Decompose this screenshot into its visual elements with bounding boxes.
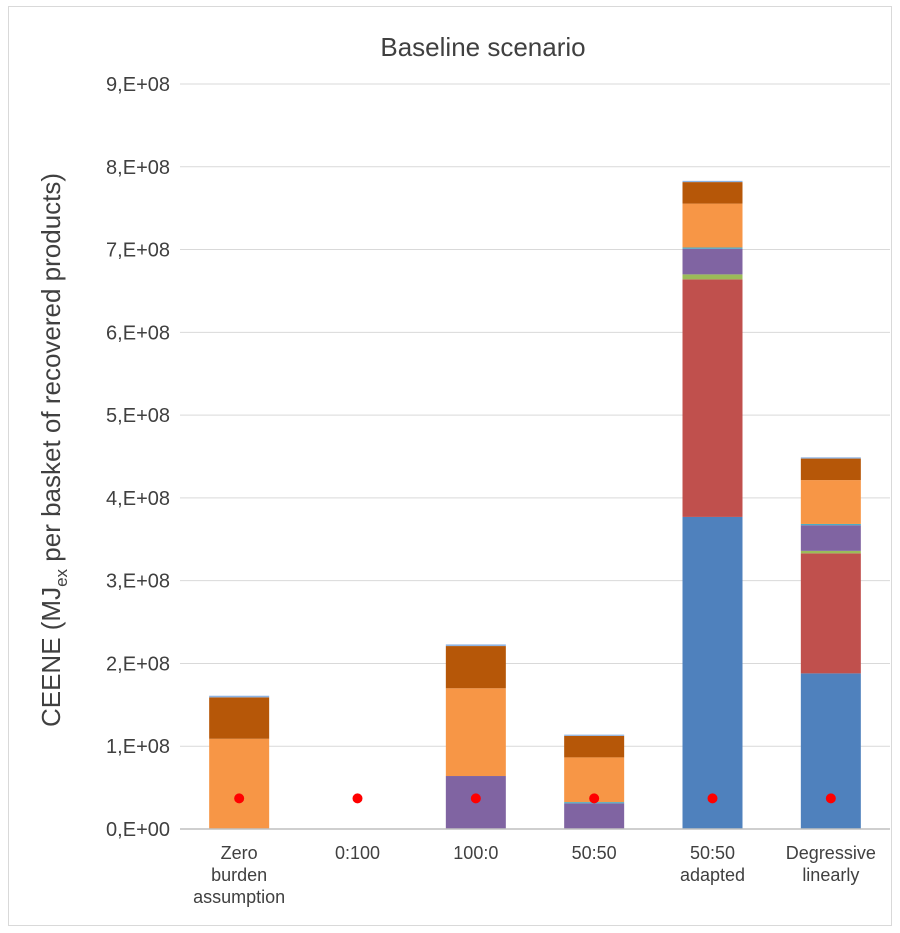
x-tick-label: 100:0: [453, 843, 498, 863]
bar-segment: [564, 735, 625, 758]
y-tick-label: 8,E+08: [106, 157, 170, 179]
marker-point: [470, 793, 481, 804]
bar-segment: [209, 697, 270, 739]
y-tick-label: 4,E+08: [106, 488, 170, 510]
chart-title: Baseline scenario: [380, 32, 585, 62]
y-tick-label: 1,E+08: [106, 736, 170, 758]
x-tick-label: 50:50 adapted: [680, 843, 745, 885]
marker-point: [352, 793, 363, 804]
x-tick-label-line: 50:50: [690, 843, 735, 863]
y-axis: 0,E+00 1,E+08 2,E+08 3,E+08 4,E+08 5,E+08 6,E+…: [106, 74, 170, 841]
bar-segment: [800, 673, 861, 829]
bar-segment: [800, 523, 861, 526]
bar-segment: [800, 458, 861, 481]
bar-segment: [682, 274, 743, 280]
x-tick-label-line: Zero: [221, 843, 258, 863]
bar-segment: [564, 803, 625, 829]
marker-point: [589, 793, 600, 804]
bar-segment: [445, 644, 506, 647]
y-tick-label: 9,E+08: [106, 74, 170, 96]
bar-segment: [682, 516, 743, 829]
markers: [234, 793, 836, 804]
x-tick-label: 0:100: [335, 843, 380, 863]
y-axis-label-main: CEENE (MJ: [36, 587, 66, 727]
bar-segment: [209, 738, 270, 829]
bar-segment: [800, 553, 861, 674]
x-tick-label: 50:50: [572, 843, 617, 863]
y-tick-label: 5,E+08: [106, 405, 170, 427]
x-tick-label-line: linearly: [802, 865, 859, 885]
bar-segment: [682, 180, 743, 183]
marker-point: [707, 793, 718, 804]
bar-segment: [682, 203, 743, 248]
bar-segment: [445, 688, 506, 777]
bar-segment: [800, 480, 861, 524]
bar-segment: [445, 646, 506, 689]
y-axis-label: CEENE (MJex per basket of recovered prod…: [36, 173, 71, 727]
y-axis-label-subscript: ex: [52, 568, 71, 586]
y-tick-label: 6,E+08: [106, 322, 170, 344]
y-tick-label: 2,E+08: [106, 653, 170, 675]
marker-point: [825, 793, 836, 804]
bar-segment: [682, 248, 743, 275]
bars: [209, 180, 861, 829]
x-tick-label: Degressive linearly: [786, 843, 876, 885]
bar-segment: [682, 182, 743, 204]
bar-segment: [564, 734, 625, 736]
x-tick-label-line: burden: [211, 865, 267, 885]
bar-segment: [682, 279, 743, 517]
x-tick-label-line: Degressive: [786, 843, 876, 863]
bar-segment: [800, 457, 861, 459]
bar-segment: [800, 550, 861, 554]
x-tick-label-line: 50:50: [572, 843, 617, 863]
marker-point: [234, 793, 245, 804]
y-tick-label: 0,E+00: [106, 819, 170, 841]
bar-segment: [800, 525, 861, 551]
x-tick-label-line: 0:100: [335, 843, 380, 863]
x-tick-label-line: 100:0: [453, 843, 498, 863]
y-tick-label: 3,E+08: [106, 571, 170, 593]
y-axis-label-rest: per basket of recovered products): [36, 173, 66, 569]
gridlines: [180, 83, 890, 830]
bar-segment: [209, 695, 270, 698]
y-tick-label: 7,E+08: [106, 240, 170, 262]
bar-segment: [682, 247, 743, 249]
x-tick-label-line: adapted: [680, 865, 745, 885]
x-tick-label: Zero burden assumption: [193, 843, 285, 907]
x-tick-label-line: assumption: [193, 887, 285, 907]
